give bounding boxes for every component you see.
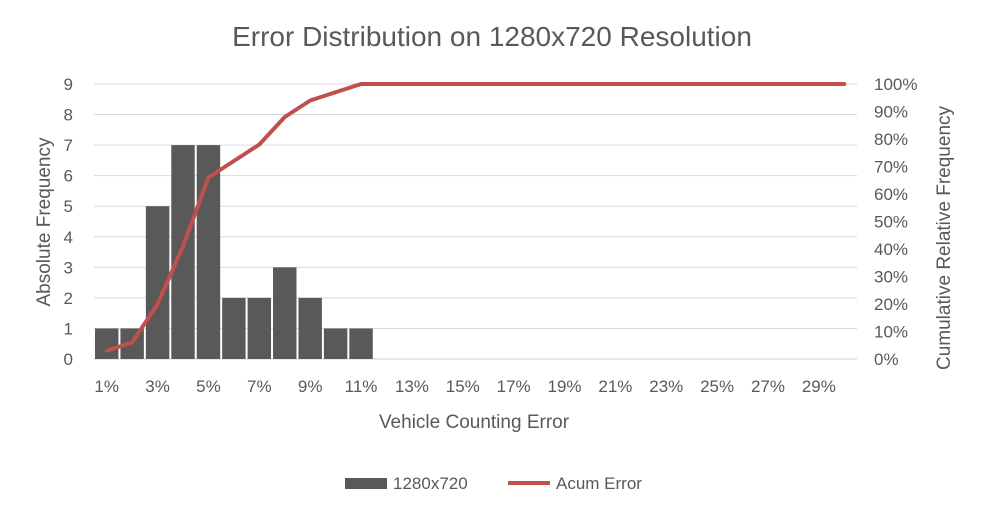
y-tick-label: 0 — [64, 350, 73, 369]
y2-tick-label: 70% — [874, 158, 908, 177]
bar — [95, 328, 119, 359]
x-tick-label: 3% — [145, 377, 170, 396]
y-tick-label: 2 — [64, 289, 73, 308]
bar — [222, 297, 246, 359]
bar — [171, 145, 195, 359]
bar — [247, 297, 272, 359]
bar — [298, 297, 322, 359]
legend-label-bar: 1280x720 — [393, 474, 468, 493]
x-tick-label: 23% — [649, 377, 683, 396]
x-tick-label: 9% — [298, 377, 323, 396]
y-axis-ticks: 0 1 2 3 4 5 6 7 8 9 — [64, 75, 73, 369]
y2-tick-label: 90% — [874, 103, 908, 122]
x-tick-label: 25% — [700, 377, 734, 396]
legend-swatch-bar — [345, 478, 387, 489]
x-axis-label: Vehicle Counting Error — [379, 412, 570, 433]
y-tick-label: 3 — [64, 258, 73, 277]
x-tick-label: 17% — [497, 377, 531, 396]
y-tick-label: 9 — [64, 75, 73, 94]
x-tick-label: 11% — [345, 377, 378, 396]
y2-tick-label: 80% — [874, 130, 908, 149]
bar — [323, 328, 348, 359]
x-tick-label: 21% — [598, 377, 632, 396]
bar-series — [95, 145, 373, 359]
y-tick-label: 5 — [64, 197, 73, 216]
y2-axis-ticks: 0% 10% 20% 30% 40% 50% 60% 70% 80% 90% 100% — [874, 75, 917, 369]
y2-tick-label: 30% — [874, 268, 908, 287]
chart-title: Error Distribution on 1280x720 Resolutio… — [232, 21, 752, 52]
y2-axis-label: Cumulative Relative Frequency — [934, 106, 955, 371]
y2-tick-label: 20% — [874, 295, 908, 314]
x-tick-label: 19% — [548, 377, 582, 396]
bar — [273, 267, 297, 359]
y-tick-label: 6 — [64, 167, 73, 186]
bar — [145, 206, 170, 359]
x-tick-label: 15% — [446, 377, 480, 396]
x-axis-ticks: 1% 3% 5% 7% 9% 11% 13% 15% 17% 19% 21% 23% 25% 27% 29% — [94, 377, 835, 396]
legend-label-line: Acum Error — [556, 474, 642, 493]
x-tick-label: 5% — [196, 377, 221, 396]
line-series — [104, 82, 847, 353]
y-tick-label: 4 — [64, 228, 73, 247]
y2-tick-label: 40% — [874, 240, 908, 259]
y2-tick-label: 0% — [874, 350, 899, 369]
y-tick-label: 8 — [64, 106, 73, 125]
x-tick-label: 29% — [802, 377, 836, 396]
x-tick-label: 1% — [94, 377, 119, 396]
x-tick-label: 7% — [247, 377, 272, 396]
y2-tick-label: 100% — [874, 75, 917, 94]
y-axis-label: Absolute Frequency — [34, 137, 55, 306]
x-tick-label: 13% — [395, 377, 429, 396]
y2-tick-label: 50% — [874, 213, 908, 232]
cumulative-line — [104, 82, 847, 353]
y2-tick-label: 10% — [874, 323, 908, 342]
x-tick-label: 27% — [751, 377, 785, 396]
y2-tick-label: 60% — [874, 185, 908, 204]
bar — [349, 328, 373, 359]
y-tick-label: 7 — [64, 136, 73, 155]
legend: 1280x720 Acum Error — [345, 474, 642, 493]
y-tick-label: 1 — [64, 319, 73, 338]
